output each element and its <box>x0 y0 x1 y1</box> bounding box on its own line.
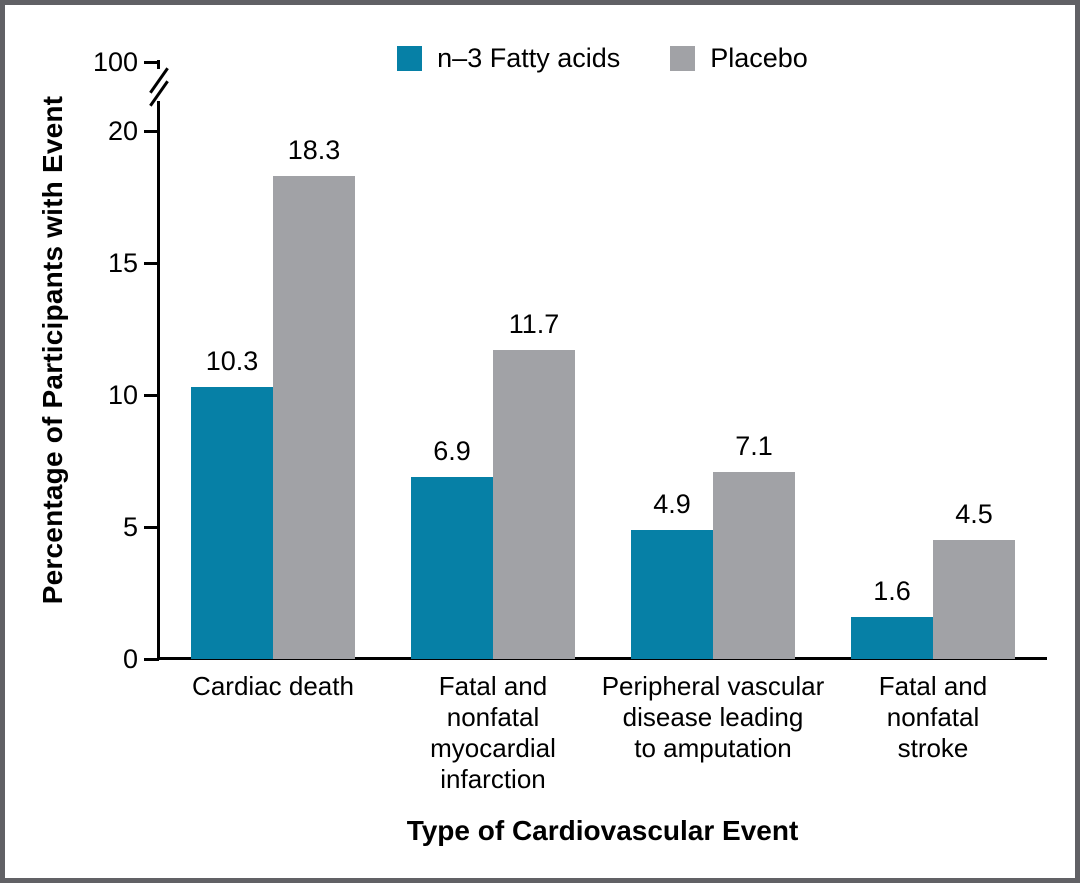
legend: n–3 Fatty acids Placebo <box>160 43 1045 74</box>
category-label: Cardiac death <box>192 671 354 701</box>
bar-placebo <box>273 176 355 659</box>
bar-value-label: 11.7 <box>508 309 560 339</box>
y-tick <box>144 657 159 661</box>
y-tick-label: 0 <box>122 644 138 674</box>
bar-value-label: 1.6 <box>873 576 911 606</box>
bar-value-label: 6.9 <box>433 436 471 466</box>
legend-label-n3-fatty-acids: n–3 Fatty acids <box>437 43 621 73</box>
bar-value-label: 10.3 <box>205 346 259 376</box>
bar-placebo <box>933 540 1015 659</box>
y-axis-break-gap <box>154 69 163 101</box>
n3-fatty-acids-swatch-icon <box>397 46 423 71</box>
bar-value-label: 4.5 <box>955 499 993 529</box>
category-label: Peripheral vascular disease leading to a… <box>601 671 825 763</box>
x-axis-line <box>157 657 1047 660</box>
y-tick <box>144 261 159 265</box>
y-tick <box>144 525 159 529</box>
y-tick <box>144 393 159 397</box>
y-tick-label: 10 <box>107 380 138 410</box>
bar-n3-fatty-acids <box>411 477 493 659</box>
legend-item-n3-fatty-acids: n–3 Fatty acids <box>397 43 620 74</box>
y-tick <box>144 60 159 64</box>
y-tick-label: 15 <box>107 248 138 278</box>
bar-n3-fatty-acids <box>631 530 713 659</box>
y-tick-label: 20 <box>107 116 138 146</box>
y-axis-line <box>157 60 160 660</box>
legend-item-placebo: Placebo <box>670 43 808 74</box>
bar-n3-fatty-acids <box>191 387 273 659</box>
bar-value-label: 7.1 <box>735 431 773 461</box>
placebo-swatch-icon <box>670 46 696 71</box>
bar-value-label: 18.3 <box>287 135 341 165</box>
bar-value-label: 4.9 <box>653 489 691 519</box>
y-tick-label: 5 <box>122 512 138 542</box>
category-label: Fatal and nonfatal myocardial infarction <box>430 671 556 794</box>
category-label: Fatal and nonfatal stroke <box>878 671 988 763</box>
legend-label-placebo: Placebo <box>710 43 808 73</box>
x-axis-title: Type of Cardiovascular Event <box>406 815 799 846</box>
bar-placebo <box>713 472 795 659</box>
y-tick-label: 100 <box>92 47 138 77</box>
bar-n3-fatty-acids <box>851 617 933 659</box>
y-tick <box>144 129 159 133</box>
bar-placebo <box>493 350 575 659</box>
